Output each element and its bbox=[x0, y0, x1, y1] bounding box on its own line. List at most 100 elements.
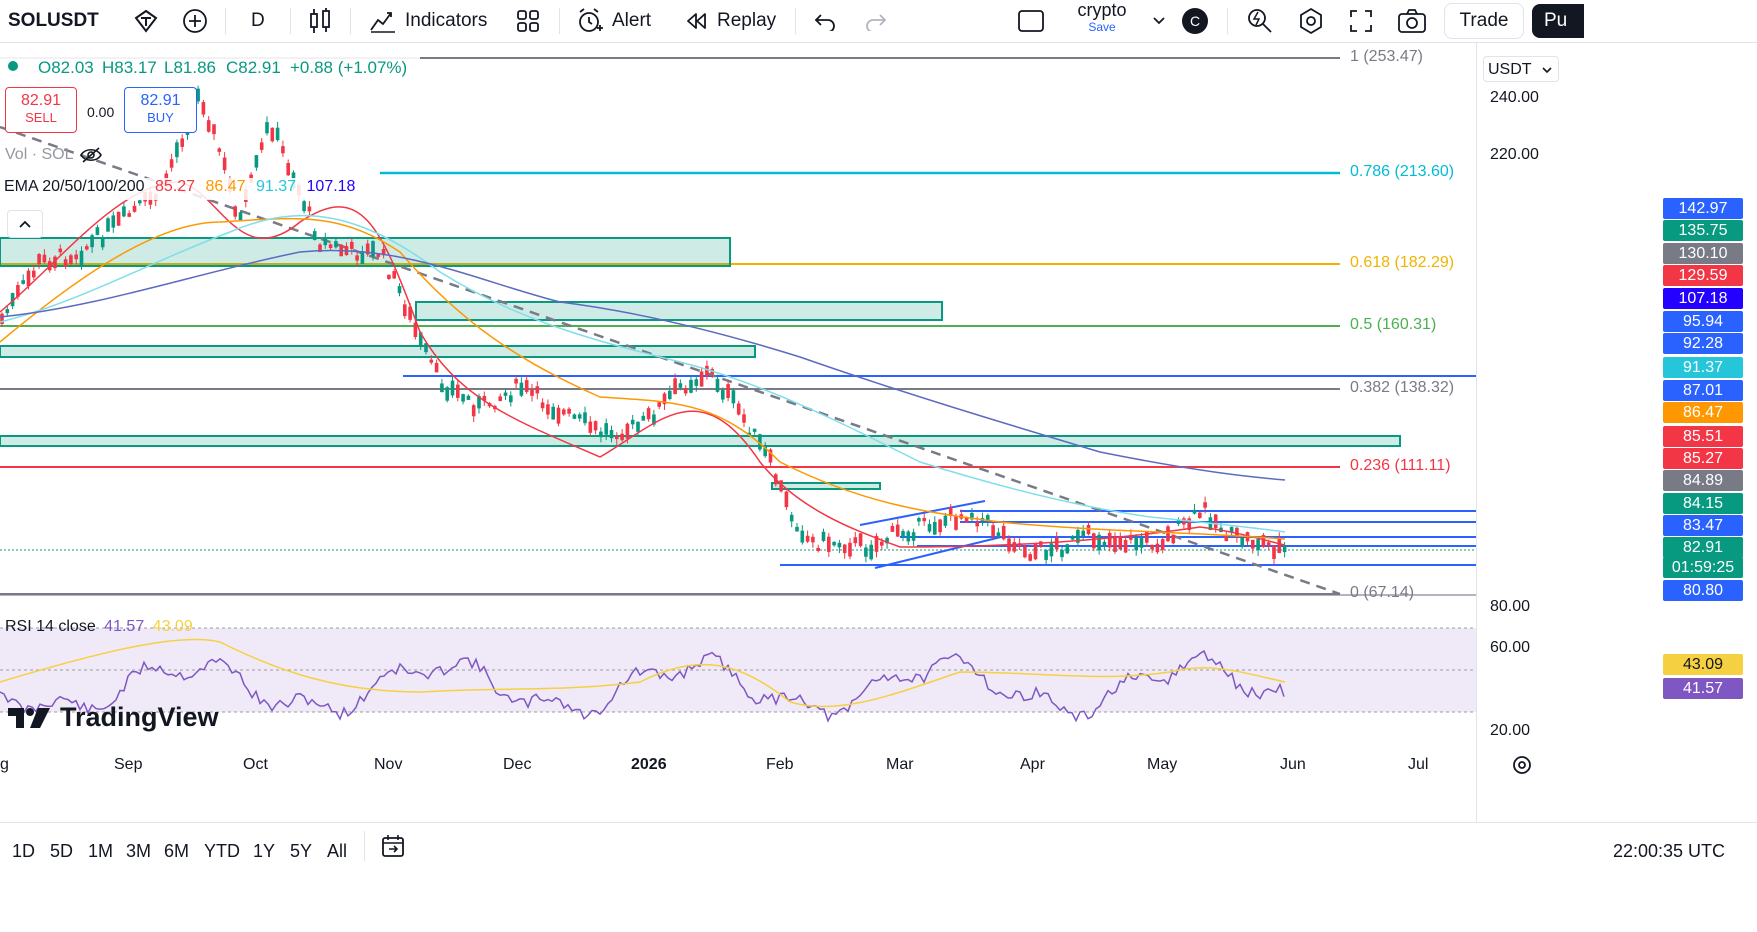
buy-button[interactable]: 82.91 BUY bbox=[124, 87, 197, 133]
indicators-button[interactable]: Indicators bbox=[369, 0, 487, 42]
candle-body bbox=[138, 200, 142, 204]
price-label: 91.37 bbox=[1663, 357, 1743, 378]
candle-body bbox=[1213, 514, 1218, 529]
legend-high: H83.17 bbox=[102, 58, 157, 77]
rsi-ma-line bbox=[0, 638, 1286, 708]
price-label: 129.59 bbox=[1663, 265, 1743, 286]
candles-icon[interactable] bbox=[308, 0, 332, 42]
range-button-all[interactable]: All bbox=[327, 841, 348, 861]
time-axis[interactable]: g Sep Oct Nov Dec 2026 Feb Mar Apr May J… bbox=[0, 756, 1476, 778]
brand-name: TradingView bbox=[60, 702, 219, 732]
range-button-3m[interactable]: 3M bbox=[126, 841, 152, 861]
camera-icon[interactable] bbox=[1397, 0, 1427, 42]
date-range-calendar-icon[interactable] bbox=[380, 833, 406, 864]
candle-body bbox=[731, 390, 736, 404]
candle-body bbox=[768, 449, 773, 463]
add-symbol-icon[interactable] bbox=[181, 0, 209, 42]
supply-zone-5[interactable] bbox=[771, 482, 881, 490]
rsi-legend[interactable]: RSI 14 close 41.57 43.09 bbox=[0, 618, 198, 636]
fib-label-0382: 0.382 (138.32) bbox=[1350, 379, 1455, 396]
candle-body bbox=[482, 395, 487, 401]
watchlist-diamond-icon[interactable] bbox=[133, 0, 159, 42]
candle-body bbox=[593, 421, 598, 431]
layout-name-button[interactable]: crypto Save bbox=[1072, 0, 1132, 34]
trade-button[interactable]: Trade bbox=[1444, 3, 1524, 39]
price-label: 85.27 bbox=[1663, 448, 1743, 469]
candle-body bbox=[699, 371, 704, 387]
candle-body bbox=[795, 526, 799, 532]
avatar[interactable]: C bbox=[1182, 0, 1208, 42]
redo-icon[interactable] bbox=[864, 0, 888, 42]
tradingview-logo[interactable]: TradingView bbox=[8, 702, 219, 733]
utc-clock[interactable]: 22:00:35 UTC bbox=[1612, 841, 1725, 861]
alert-button[interactable]: Alert bbox=[576, 0, 651, 42]
rsi-tick: 60.00 bbox=[1490, 639, 1531, 656]
candle-body bbox=[196, 88, 200, 102]
fib-label-0: 0 (67.14) bbox=[1350, 584, 1415, 601]
range-button-5d[interactable]: 5D bbox=[50, 841, 74, 861]
volume-legend[interactable]: Vol · SOL bbox=[5, 146, 103, 164]
candle-body bbox=[1266, 542, 1271, 546]
range-button-ytd[interactable]: YTD bbox=[204, 841, 240, 861]
spread: 0.00 bbox=[87, 104, 115, 120]
candle-body bbox=[456, 384, 460, 398]
currency-select[interactable]: USDT bbox=[1483, 56, 1559, 82]
rsi-tick: 80.00 bbox=[1490, 598, 1531, 615]
time-tick: Jun bbox=[1280, 756, 1306, 773]
candle-body bbox=[37, 254, 41, 265]
ema-legend[interactable]: EMA 20/50/100/200 85.27 86.47 91.37 107.… bbox=[0, 178, 360, 200]
candle-body bbox=[53, 256, 57, 269]
fullscreen-icon[interactable] bbox=[1349, 0, 1373, 42]
price-label: 86.47 bbox=[1663, 402, 1743, 423]
publish-button[interactable]: Pu bbox=[1532, 4, 1584, 38]
settings-gear-icon[interactable] bbox=[1297, 0, 1325, 42]
axis-settings-icon[interactable] bbox=[1510, 753, 1534, 782]
range-button-1d[interactable]: 1D bbox=[12, 841, 36, 861]
sell-button[interactable]: 82.91 SELL bbox=[5, 87, 77, 133]
range-button-5y[interactable]: 5Y bbox=[290, 841, 313, 861]
range-button-1m[interactable]: 1M bbox=[88, 841, 114, 861]
range-button-1y[interactable]: 1Y bbox=[253, 841, 276, 861]
candle-body bbox=[1277, 537, 1282, 554]
symbol-search[interactable]: SOLUSDT bbox=[8, 0, 99, 42]
candle-body bbox=[705, 365, 709, 377]
candle-body bbox=[312, 231, 317, 240]
candle-body bbox=[551, 406, 555, 420]
candle-body bbox=[599, 431, 603, 438]
chevron-down-icon bbox=[1542, 67, 1552, 74]
range-button-6m[interactable]: 6M bbox=[164, 841, 190, 861]
candle-body bbox=[535, 386, 540, 394]
fib-label-0618: 0.618 (182.29) bbox=[1350, 254, 1455, 271]
candle-body bbox=[477, 396, 481, 409]
supply-zone-2[interactable] bbox=[415, 301, 943, 321]
layout-square-icon[interactable] bbox=[1017, 0, 1045, 42]
candle-body bbox=[238, 212, 243, 221]
candle-body bbox=[1261, 535, 1266, 548]
layouts-grid-icon[interactable] bbox=[516, 0, 540, 42]
supply-zone-4[interactable] bbox=[0, 435, 1401, 447]
eye-hidden-icon[interactable] bbox=[79, 146, 103, 164]
candle-body bbox=[641, 415, 646, 421]
candle-body bbox=[821, 531, 826, 541]
quick-search-icon[interactable] bbox=[1246, 0, 1274, 42]
candle-body bbox=[1092, 533, 1096, 549]
legend-low: L81.86 bbox=[164, 58, 216, 77]
candle-body bbox=[1224, 535, 1229, 542]
ema50-value: 86.47 bbox=[205, 178, 246, 195]
supply-zone-3[interactable] bbox=[0, 345, 756, 358]
candle-body bbox=[461, 394, 465, 402]
replay-button[interactable]: Replay bbox=[685, 0, 776, 42]
price-label: 95.94 bbox=[1663, 311, 1743, 332]
candle-body bbox=[365, 243, 370, 255]
interval-button[interactable]: D bbox=[251, 0, 265, 42]
chevron-down-icon[interactable] bbox=[1152, 0, 1166, 42]
collapse-legend-button[interactable] bbox=[7, 210, 43, 238]
candle-body bbox=[519, 382, 524, 396]
candle-body bbox=[1123, 539, 1128, 553]
candle-body bbox=[615, 436, 619, 440]
candle-body bbox=[673, 378, 677, 395]
chart-area[interactable]: O82.03 H83.17 L81.86 C82.91 +0.88 (+1.07… bbox=[0, 42, 1757, 822]
undo-icon[interactable] bbox=[813, 0, 837, 42]
candle-body bbox=[381, 248, 386, 256]
candle-body bbox=[350, 241, 354, 249]
